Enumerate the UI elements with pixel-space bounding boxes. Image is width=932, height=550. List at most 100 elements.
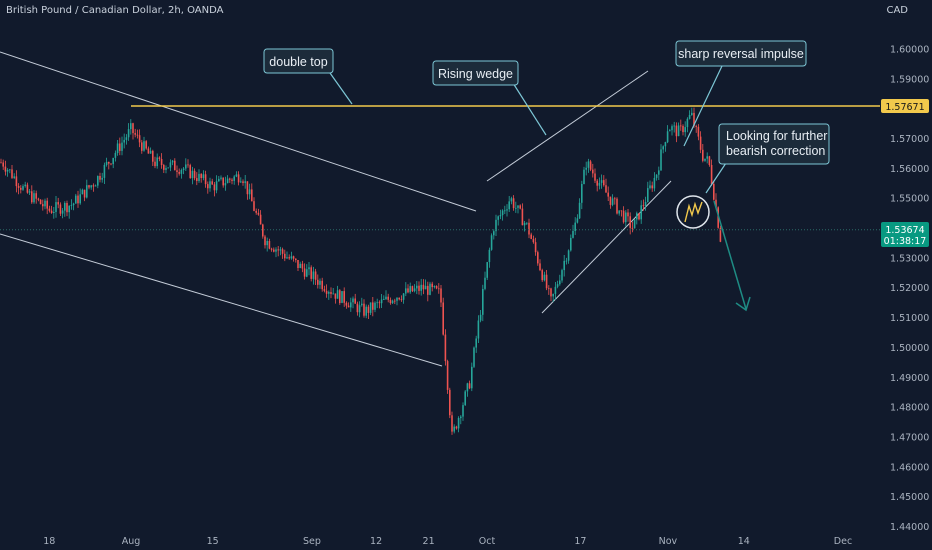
wedge-lower-line[interactable] (541, 180, 672, 314)
candle-up (75, 195, 77, 204)
callout-bearish-correction[interactable]: Looking for further bearish correction (718, 123, 831, 165)
candlestick-series (0, 107, 722, 435)
y-tick-label: 1.57000 (890, 134, 929, 145)
candle-up (482, 289, 484, 315)
candle-up (499, 215, 502, 217)
candle-up (81, 189, 84, 195)
symbol-title: British Pound / Canadian Dollar, 2h, OAN… (6, 5, 224, 16)
candle-down (550, 288, 552, 297)
candle-down (321, 280, 323, 290)
candle-down (17, 186, 20, 188)
candle-down (427, 285, 429, 295)
callout-box (263, 48, 334, 74)
currency-label: CAD (886, 5, 908, 16)
candle-down (468, 383, 471, 389)
candle-up (350, 302, 352, 308)
candle-up (90, 185, 92, 188)
candle-down (136, 134, 139, 136)
candle-down (211, 181, 213, 185)
candle-down (325, 290, 328, 294)
candle-up (130, 123, 132, 130)
candle-up (240, 181, 242, 183)
candle-up (691, 112, 693, 115)
candle-up (486, 262, 488, 278)
candle-down (314, 271, 317, 280)
zigzag-pattern-icon[interactable] (676, 195, 710, 229)
candle-up (559, 280, 561, 285)
candle-up (143, 141, 145, 151)
candle-down (284, 253, 286, 259)
candle-down (642, 205, 645, 207)
y-tick-label: 1.48000 (890, 403, 929, 414)
callout-sharp-reversal[interactable]: sharp reversal impulse (675, 40, 807, 67)
time-axis[interactable]: 18 Aug 15 Sep 12 21 Oct 17 Nov 14 Dec (43, 536, 852, 547)
candle-up (684, 127, 686, 133)
candle-down (193, 170, 196, 179)
candle-up (121, 142, 123, 151)
callout-double-top[interactable]: double top (263, 48, 334, 74)
candle-down (108, 162, 110, 164)
candle-down (204, 174, 207, 185)
candle-up (506, 209, 508, 211)
candle-up (488, 249, 491, 263)
candle-down (539, 263, 541, 271)
candle-down (257, 212, 260, 215)
candle-down (35, 193, 37, 199)
candle-down (627, 212, 629, 217)
candle-down (297, 260, 299, 268)
wedge-upper-line[interactable] (486, 70, 649, 182)
candle-down (189, 165, 191, 178)
channel-upper-line[interactable] (0, 51, 477, 212)
candle-down (548, 288, 550, 290)
candle-down (620, 210, 623, 212)
candle-up (358, 305, 361, 313)
candle-up (33, 193, 35, 203)
candle-up (391, 300, 394, 304)
candle-up (517, 205, 519, 208)
candle-down (281, 249, 284, 254)
candle-up (484, 277, 486, 289)
candle-down (231, 179, 233, 181)
candle-down (222, 177, 224, 186)
candle-up (581, 184, 583, 203)
x-tick-label: Aug (122, 536, 141, 547)
price-axis[interactable]: 1.600001.590001.580001.570001.560001.550… (890, 44, 929, 533)
candle-down (26, 184, 29, 193)
candle-up (220, 177, 222, 179)
candle-down (398, 297, 400, 300)
candle-up (328, 292, 330, 294)
candle-up (86, 185, 88, 198)
x-tick-label: Sep (303, 536, 321, 547)
candle-up (369, 302, 372, 313)
candle-up (279, 249, 282, 251)
resistance-label-text: 1.57671 (885, 102, 924, 113)
candle-up (416, 285, 418, 289)
candle-up (706, 156, 708, 159)
projection-arrow-head (735, 296, 751, 312)
candle-down (363, 303, 365, 316)
callout-text-double-top: double top (269, 55, 327, 69)
candle-down (330, 292, 332, 294)
candle-up (633, 219, 636, 229)
candle-up (673, 125, 675, 127)
candle-down (246, 181, 249, 195)
y-tick-label: 1.50000 (890, 343, 929, 354)
candle-down (594, 173, 596, 181)
candle-down (592, 169, 594, 174)
candle-down (347, 305, 350, 308)
y-tick-label: 1.47000 (890, 433, 929, 444)
channel-lower-line[interactable] (0, 233, 443, 367)
candle-down (512, 198, 515, 209)
candle-down (521, 208, 524, 226)
candle-up (526, 222, 528, 224)
candle-down (145, 141, 147, 149)
candle-up (567, 250, 570, 261)
price-axis-background (880, 0, 932, 550)
candle-up (165, 168, 167, 170)
x-tick-label: 21 (423, 536, 435, 547)
countdown-text: 01:38:17 (884, 236, 927, 247)
candle-up (396, 297, 398, 301)
candle-up (552, 293, 554, 297)
callout-rising-wedge[interactable]: Rising wedge (432, 60, 519, 86)
